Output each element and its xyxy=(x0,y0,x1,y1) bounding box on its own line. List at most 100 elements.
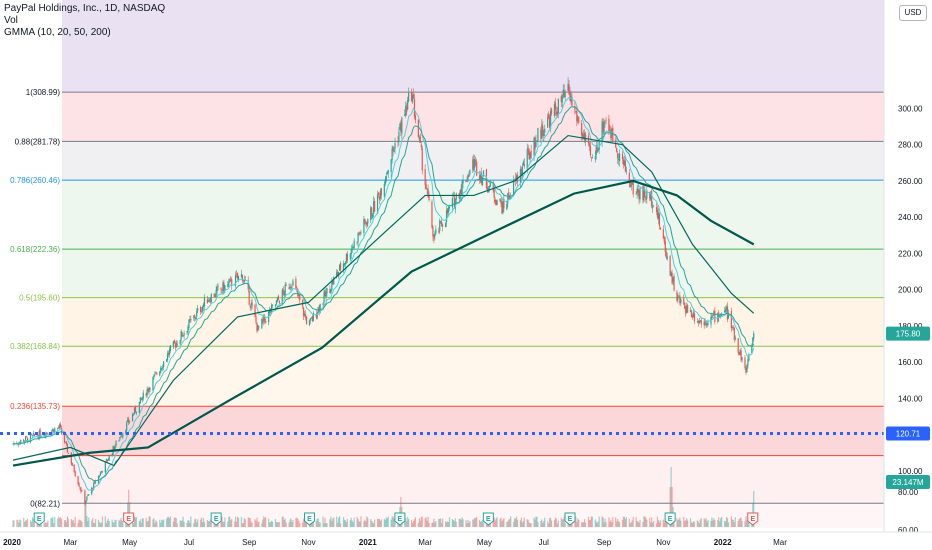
volume-bar xyxy=(282,516,284,527)
candle-body xyxy=(111,454,113,456)
candle-body xyxy=(81,490,83,492)
volume-bar xyxy=(30,521,33,527)
gmma-indicator-label[interactable]: GMMA (10, 20, 50, 200) xyxy=(4,27,111,38)
candle-body xyxy=(739,349,741,356)
volume-bar xyxy=(326,522,328,527)
earnings-marker[interactable]: E xyxy=(564,512,576,526)
candle-body xyxy=(38,430,40,439)
volume-bar xyxy=(118,520,120,527)
volume-bar xyxy=(468,522,470,527)
volume-bar xyxy=(638,522,640,527)
volume-bar xyxy=(617,518,619,527)
currency-button[interactable]: USD xyxy=(899,5,927,21)
candle-body xyxy=(571,96,573,106)
candle-body xyxy=(495,199,497,205)
fib-zone xyxy=(62,92,884,142)
candle-body xyxy=(86,496,88,501)
volume-bar xyxy=(105,523,107,527)
candle-body xyxy=(94,481,96,484)
volume-bar xyxy=(410,519,413,527)
volume-bar xyxy=(494,520,496,527)
earnings-marker[interactable]: E xyxy=(394,512,406,526)
volume-bar xyxy=(465,520,467,527)
candle-body xyxy=(712,315,714,316)
volume-bar xyxy=(98,521,101,527)
candle-body xyxy=(447,207,450,213)
candle-body xyxy=(241,275,243,281)
candle-body xyxy=(237,275,240,280)
volume-bar xyxy=(207,521,209,527)
candle-body xyxy=(439,220,441,231)
candle-body xyxy=(91,487,93,495)
candle-body xyxy=(214,295,216,297)
candle-body xyxy=(365,222,367,224)
time-axis-label: Nov xyxy=(301,538,315,547)
price-axis-tick: 300.00 xyxy=(898,104,923,113)
candle-body xyxy=(236,272,239,279)
volume-bar xyxy=(596,522,598,527)
volume-bar xyxy=(344,520,347,527)
volume-bar xyxy=(712,520,714,527)
candle-body xyxy=(63,433,66,443)
candle-body xyxy=(12,443,14,445)
candle-body xyxy=(475,160,477,162)
symbol-title[interactable]: PayPal Holdings, Inc., 1D, NASDAQ xyxy=(4,3,166,14)
candle-body xyxy=(621,153,624,160)
candle-body xyxy=(126,422,128,431)
volume-bar xyxy=(479,521,482,527)
volume-bar xyxy=(697,521,699,527)
volume-bar xyxy=(493,517,495,527)
earnings-marker[interactable]: E xyxy=(747,512,759,526)
earnings-marker-label: E xyxy=(568,516,573,523)
earnings-marker[interactable]: E xyxy=(123,512,135,526)
candle-body xyxy=(275,300,278,305)
candle-body xyxy=(223,282,225,293)
volume-bar xyxy=(295,518,297,527)
volume-bar xyxy=(51,518,53,527)
volume-bar xyxy=(332,518,334,527)
volume-bar xyxy=(394,520,396,527)
volume-bar xyxy=(227,521,229,527)
earnings-marker[interactable]: E xyxy=(210,512,222,526)
volume-bar xyxy=(312,522,314,527)
candle-body xyxy=(707,323,709,325)
volume-bar xyxy=(589,519,592,527)
candle-body xyxy=(127,419,129,423)
volume-bar xyxy=(723,520,726,527)
volume-bar xyxy=(131,520,134,527)
candle-body xyxy=(296,289,298,291)
candle-body xyxy=(323,291,325,303)
candle-body xyxy=(669,255,671,276)
candle-body xyxy=(577,119,579,121)
candle-body xyxy=(687,304,689,313)
volume-bar xyxy=(514,518,517,527)
price-axis-tick: 160.00 xyxy=(898,358,923,367)
volume-indicator-label[interactable]: Vol xyxy=(4,15,18,26)
volume-bar xyxy=(297,518,299,527)
candle-body xyxy=(154,373,156,375)
time-axis-bg xyxy=(0,532,932,550)
candle-body xyxy=(590,157,593,159)
candle-body xyxy=(208,300,210,301)
candle-body xyxy=(696,321,698,323)
earnings-marker[interactable]: E xyxy=(482,512,494,526)
candle-body xyxy=(107,459,109,461)
earnings-marker[interactable]: E xyxy=(303,512,315,526)
candle-body xyxy=(114,446,116,451)
volume-bar xyxy=(258,521,260,527)
volume-bar xyxy=(502,519,504,527)
earnings-marker[interactable]: E xyxy=(33,512,45,526)
volume-bar xyxy=(427,516,429,527)
time-axis-label: Mar xyxy=(418,538,432,547)
volume-bar xyxy=(283,520,285,527)
volume-bar xyxy=(315,520,317,527)
volume-bar xyxy=(154,523,156,527)
candle-body xyxy=(376,194,379,214)
candle-body xyxy=(322,303,324,306)
volume-bar xyxy=(686,518,688,527)
earnings-marker[interactable]: E xyxy=(664,512,676,526)
candle-body xyxy=(138,401,140,413)
volume-bar xyxy=(560,517,562,527)
candle-body xyxy=(400,122,402,132)
